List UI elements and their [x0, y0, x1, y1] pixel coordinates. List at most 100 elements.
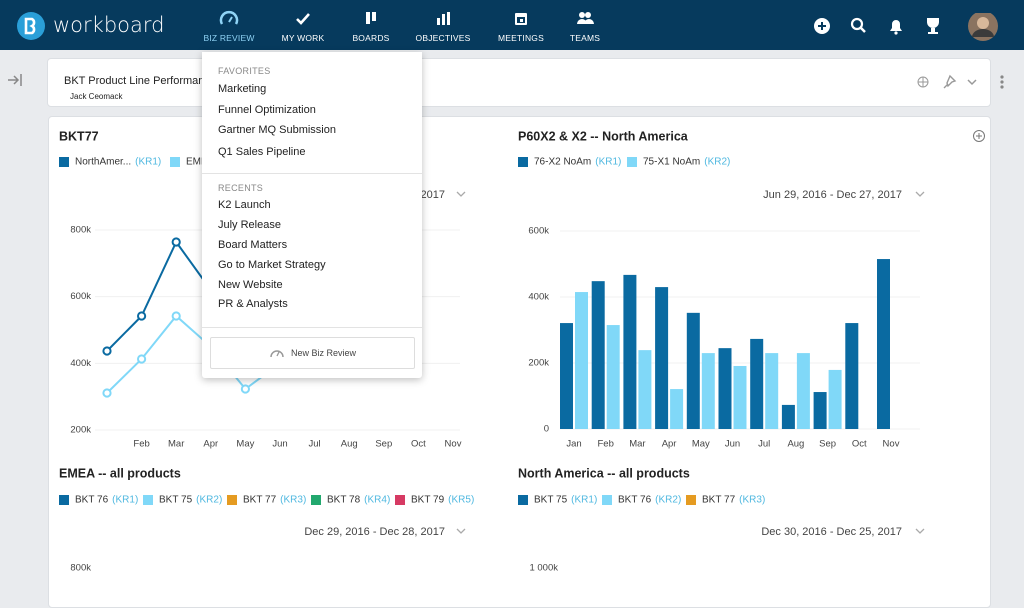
nav-item[interactable]: BIZ REVIEW [189, 0, 269, 50]
point [102, 346, 112, 356]
add-circle [973, 130, 985, 142]
legend-kr: (KR2) [196, 495, 222, 506]
x-tick-label: Sep [819, 439, 836, 450]
menu-item[interactable]: Board Matters [218, 239, 288, 251]
x-tick-label: Apr [203, 439, 218, 450]
bar [686, 312, 700, 429]
legend-name: BKT 75 [159, 495, 193, 506]
legend-swatch [686, 495, 696, 505]
legend-kr: (KR3) [739, 495, 765, 506]
date-caret [915, 528, 925, 534]
x-tick-label: Mar [629, 439, 645, 450]
nav-label: BOARDS [352, 33, 390, 43]
header-icons[interactable] [914, 73, 978, 91]
nav-label: BIZ REVIEW [203, 33, 255, 43]
menu-item[interactable]: Funnel Optimization [218, 104, 316, 116]
x-tick-label: Oct [411, 439, 426, 450]
menu-item[interactable]: PR & Analysts [218, 298, 288, 310]
x-tick-label: May [236, 439, 254, 450]
legend-name: BKT 75 [534, 495, 568, 506]
kebab-icon[interactable] [998, 74, 1006, 92]
bar [591, 281, 605, 429]
y-tick-label: 0 [544, 424, 549, 435]
legend-name: BKT 76 [618, 495, 652, 506]
legend-kr: (KR1) [571, 495, 597, 506]
nav-item[interactable]: OBJECTIVES [403, 0, 483, 50]
legend-swatch [627, 157, 637, 167]
x-tick-label: Jul [309, 439, 321, 450]
menu-item[interactable]: Q1 Sales Pipeline [218, 146, 306, 158]
nav-actions[interactable] [810, 13, 1000, 41]
nav-label: TEAMS [569, 33, 601, 43]
add-widget-icon[interactable] [973, 130, 985, 142]
point [102, 388, 112, 398]
nav-item[interactable]: MEETINGS [481, 0, 561, 50]
bar [813, 392, 827, 429]
x-tick-label: Nov [445, 439, 462, 450]
point [137, 354, 147, 364]
bar [765, 353, 779, 429]
legend-name: BKT 77 [243, 495, 277, 506]
x-tick-label: May [692, 439, 710, 450]
button-label: New Biz Review [291, 348, 357, 358]
menu-item[interactable]: Go to Market Strategy [218, 259, 326, 271]
point [137, 311, 147, 321]
legend-kr: (KR5) [448, 495, 474, 506]
legend-name: BKT 78 [327, 495, 361, 506]
chart-title: EMEA -- all products [59, 466, 181, 480]
nav-item[interactable]: BOARDS [331, 0, 411, 50]
collapse-icon[interactable] [6, 72, 26, 88]
report-title: BKT Product Line Performance [64, 75, 217, 87]
x-tick-label: Apr [662, 439, 677, 450]
x-tick-label: Jan [566, 439, 581, 450]
x-tick-label: Mar [168, 439, 184, 450]
legend-kr: (KR3) [280, 495, 306, 506]
legend-kr: (KR1) [595, 157, 621, 168]
legend-kr: (KR2) [655, 495, 681, 506]
bar [623, 274, 637, 429]
legend-swatch [59, 157, 69, 167]
date-range: Dec 29, 2016 - Dec 28, 2017 [304, 526, 445, 538]
menu-item[interactable]: Gartner MQ Submission [218, 124, 336, 136]
logo-icon[interactable] [16, 11, 46, 41]
report-owner: Jack Ceomack [70, 92, 123, 101]
bar [781, 404, 795, 429]
nav-item[interactable]: TEAMS [545, 0, 625, 50]
menu-item[interactable]: July Release [218, 219, 281, 231]
legend-swatch [59, 495, 69, 505]
menu-item[interactable]: Marketing [218, 83, 267, 95]
bar [750, 338, 764, 429]
bar [560, 323, 573, 429]
menu-item[interactable]: New Website [218, 279, 283, 291]
x-tick-label: Sep [375, 439, 392, 450]
bar [845, 323, 859, 429]
date-caret [456, 528, 466, 534]
legend-swatch [518, 495, 528, 505]
nav-label: MEETINGS [498, 33, 544, 43]
menu-item[interactable]: K2 Launch [218, 199, 271, 211]
bar [701, 353, 715, 429]
new-biz-review-button[interactable]: New Biz Review [210, 337, 415, 369]
x-tick-label: Aug [341, 439, 358, 450]
bar [796, 353, 810, 429]
menu-section: RECENTS [218, 183, 264, 193]
y-tick-label: 400k [528, 292, 549, 303]
bar [655, 287, 669, 429]
logo-text[interactable]: workboard [53, 13, 165, 37]
legend-swatch [170, 157, 180, 167]
bar [877, 259, 890, 429]
date-caret [456, 191, 466, 197]
bar [828, 369, 842, 429]
legend-name: BKT 76 [75, 495, 109, 506]
legend-swatch [311, 495, 321, 505]
y-tick-label: 600k [528, 226, 549, 237]
add-cross [976, 133, 982, 139]
legend-swatch [395, 495, 405, 505]
point [240, 384, 250, 394]
chart-title: North America -- all products [518, 466, 690, 480]
bar [670, 389, 684, 429]
top-nav: workboard BIZ REVIEW MY WORK BOARDS OBJE… [0, 0, 1024, 50]
nav-item[interactable]: MY WORK [263, 0, 343, 50]
bar [638, 350, 652, 429]
